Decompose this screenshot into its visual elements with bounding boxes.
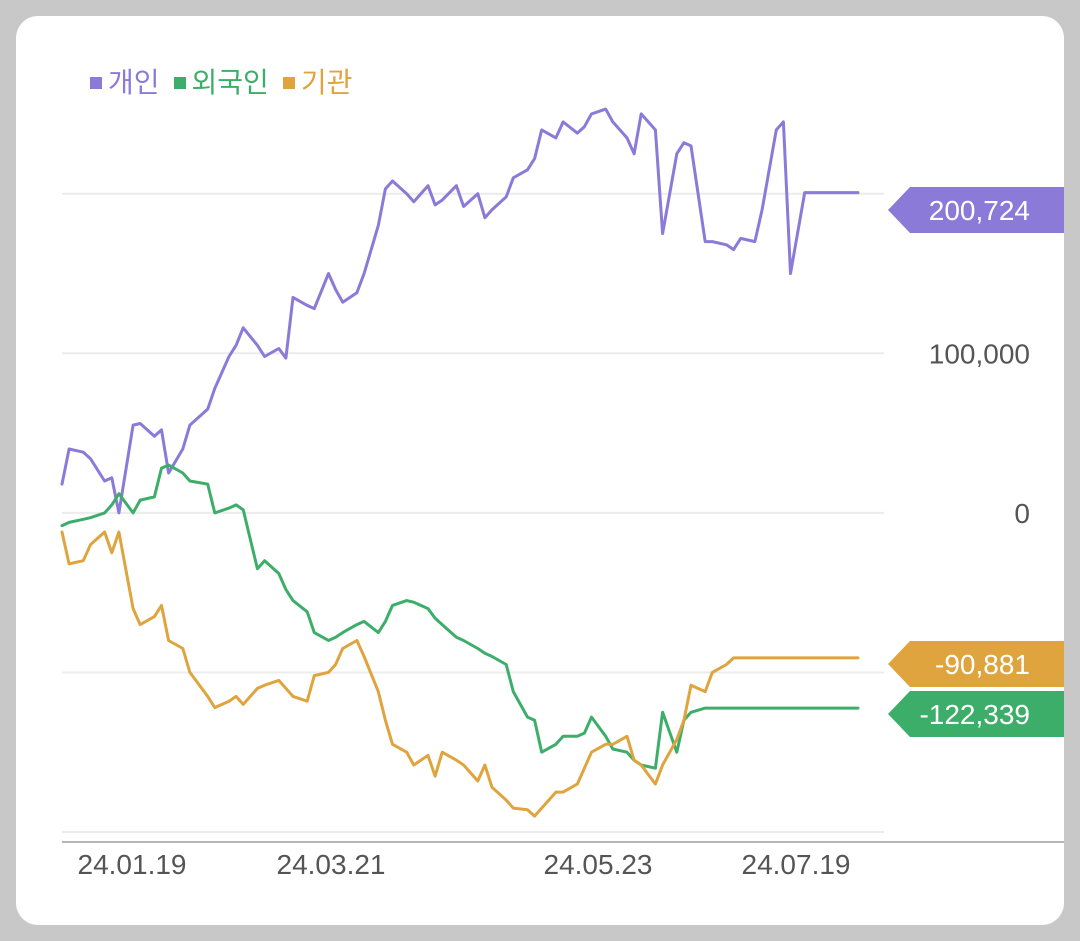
x-tick-label: 24.03.21 xyxy=(277,849,386,880)
series-line-foreign xyxy=(60,463,860,770)
legend-item-institution[interactable]: 기관 xyxy=(282,66,353,100)
x-tick-label: 24.07.19 xyxy=(742,849,851,880)
last-value-tag-foreign: -122,339 xyxy=(888,691,1064,737)
legend-label-foreign: 외국인 xyxy=(191,67,269,98)
legend-item-foreign[interactable]: 외국인 xyxy=(173,66,269,100)
x-tick-label: 24.01.19 xyxy=(78,849,187,880)
series-line-individual xyxy=(60,107,860,515)
last-value-tag-institution: -90,881 xyxy=(888,641,1064,687)
last-value-tag-individual: 200,724 xyxy=(888,187,1064,233)
x-tick-label: 24.05.23 xyxy=(544,849,653,880)
legend-item-individual[interactable]: 개인 xyxy=(90,66,160,100)
value-tag-label: -122,339 xyxy=(919,699,1030,730)
legend-swatch-individual xyxy=(90,77,102,89)
chart-card: 개인 외국인 기관 xyxy=(16,16,1064,925)
series-line-institution xyxy=(60,530,860,818)
legend-label-individual: 개인 xyxy=(108,67,160,98)
value-tag-shape xyxy=(888,641,1064,687)
y-tick-label: 0 xyxy=(1014,498,1030,529)
legend-swatch-foreign xyxy=(173,77,186,89)
value-tag-shape xyxy=(888,187,1064,233)
value-tag-shape xyxy=(888,691,1064,737)
y-tick-label: 100,000 xyxy=(929,338,1030,369)
legend-label-institution: 기관 xyxy=(300,67,353,98)
chart-legend: 개인 외국인 기관 xyxy=(90,66,352,100)
value-tag-label: -90,881 xyxy=(935,649,1030,680)
legend-swatch-institution xyxy=(282,77,295,89)
value-tag-label: 200,724 xyxy=(929,195,1030,226)
